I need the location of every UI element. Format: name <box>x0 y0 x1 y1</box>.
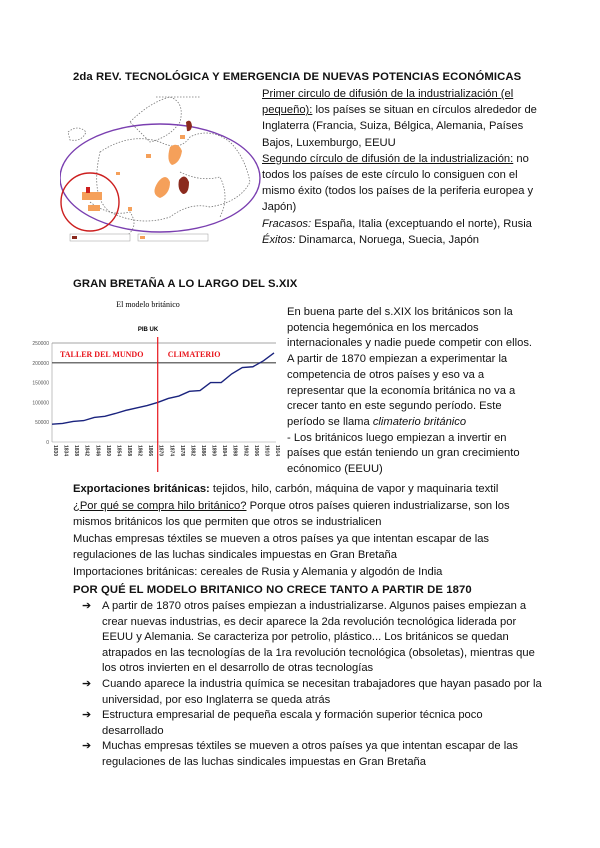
exports-line: Exportaciones británicas: tejidos, hilo,… <box>73 481 543 498</box>
x-tick-label: 1882 <box>189 445 195 456</box>
x-tick-label: 1890 <box>211 445 217 456</box>
paragraph-hegemony: En buena parte del s.XIX los británicos … <box>287 306 533 428</box>
successes-label: Éxitos: <box>262 233 296 246</box>
annotation-taller-del-mundo: TALLER DEL MUNDO <box>60 350 143 359</box>
textile-companies-line: Muchas empresas téxtiles se mueven a otr… <box>73 532 490 562</box>
list-item: ➔ A partir de 1870 otros países empiezan … <box>82 599 544 677</box>
list-item: ➔ Estructura empresarial de pequeña escal… <box>82 708 544 739</box>
imports-line: Importaciones británicas: cereales de Ru… <box>73 565 443 578</box>
why-thread-question: ¿Por qué se compra hilo británico? <box>73 499 247 512</box>
exports-block: Exportaciones británicas: tejidos, hilo,… <box>73 481 543 581</box>
y-tick-label: 0 <box>46 440 49 446</box>
x-tick-label: 1830 <box>52 445 58 456</box>
failures-label: Fracasos: <box>262 217 312 230</box>
list-item-text: Cuando aparece la industria química se n… <box>102 677 542 706</box>
section-title-second-revolution: 2da REV. TECNOLÓGICA Y EMERGENCIA DE NUE… <box>73 71 522 83</box>
y-tick-label: 250000 <box>32 341 49 347</box>
list-item-text: Muchas empresas téxtiles se mueven a otr… <box>102 740 519 768</box>
gdp-uk-chart: El modelo británico PIB UK 0 50000 100000 1… <box>32 300 280 472</box>
x-tick-label: 1902 <box>242 445 248 456</box>
x-tick-label: 1858 <box>126 445 132 456</box>
x-tick-label: 1854 <box>115 445 121 456</box>
arrow-bullet-icon: ➔ <box>82 740 92 753</box>
why-thread-answer: Porque otros países quieren industrializ… <box>73 499 510 529</box>
y-tick-label: 150000 <box>32 381 49 387</box>
exports-text: tejidos, hilo, carbón, máquina de vapor … <box>209 483 499 495</box>
x-tick-label: 1834 <box>63 445 69 456</box>
gdp-line <box>51 352 275 425</box>
section-title-great-britain: GRAN BRETAÑA A LO LARGO DEL S.XIX <box>73 278 298 290</box>
y-tick-label: 50000 <box>35 420 49 426</box>
inner-circle <box>60 172 120 232</box>
list-item-text: A partir de 1870 otros países empiezan a… <box>102 600 535 675</box>
reasons-list: ➔ A partir de 1870 otros países empiezan … <box>82 599 544 771</box>
section-title-why-not-grow: POR QUÉ EL MODELO BRITANICO NO CRECE TAN… <box>73 584 472 596</box>
x-tick-label: 1850 <box>105 445 111 456</box>
x-tick-label: 1894 <box>221 445 227 456</box>
arrow-bullet-icon: ➔ <box>82 709 92 722</box>
climaterio-term: climaterio británico <box>372 415 467 428</box>
list-item: ➔ Cuando aparece la industria química se … <box>82 677 544 708</box>
second-circle-text: no todos los países de este círculo lo c… <box>262 152 534 214</box>
why-thread-line: ¿Por qué se compra hilo británico? Porqu… <box>73 498 543 531</box>
x-tick-label: 1842 <box>84 445 90 456</box>
arrow-bullet-icon: ➔ <box>82 677 92 690</box>
diffusion-circles-text: Primer circulo de difusión de la industr… <box>262 86 542 248</box>
x-tick-label: 1914 <box>274 445 280 456</box>
great-britain-text: En buena parte del s.XIX los británicos … <box>287 305 537 478</box>
x-tick-label: 1846 <box>94 445 100 456</box>
failures-text: España, Italia (exceptuando el norte), R… <box>311 217 532 230</box>
x-tick-label: 1874 <box>168 445 174 456</box>
annotation-climaterio: CLIMATERIO <box>168 350 221 359</box>
successes-text: Dinamarca, Noruega, Suecia, Japón <box>295 233 480 246</box>
list-item-text: Estructura empresarial de pequeña escala… <box>102 709 483 737</box>
x-tick-label: 1878 <box>179 445 185 456</box>
outer-circle <box>60 123 261 233</box>
x-tick-label: 1910 <box>263 445 269 456</box>
y-tick-label: 100000 <box>32 400 49 406</box>
exports-label: Exportaciones británicas: <box>73 483 210 495</box>
x-tick-label: 1898 <box>232 445 238 456</box>
arrow-bullet-icon: ➔ <box>82 600 92 612</box>
chart-title: El modelo británico <box>116 300 180 309</box>
first-circle-label: Primer circulo de difusión de la industr… <box>262 88 514 117</box>
x-tick-label: 1866 <box>147 445 153 456</box>
list-item: ➔ Muchas empresas téxtiles se mueven a ot… <box>82 739 544 770</box>
europe-industrialization-map <box>60 96 261 242</box>
second-circle-label: Segundo círculo de difusión de la indust… <box>262 152 514 165</box>
x-tick-label: 1870 <box>158 445 164 456</box>
y-tick-label: 200000 <box>32 361 49 367</box>
x-tick-label: 1862 <box>137 445 143 456</box>
first-circle-text: los países se situan en círculos alreded… <box>262 104 537 149</box>
chart-subtitle: PIB UK <box>138 327 159 333</box>
paragraph-investment: - Los británicos luego empiezan a invert… <box>287 431 520 476</box>
x-tick-label: 1906 <box>253 445 259 456</box>
x-tick-label: 1838 <box>73 445 79 456</box>
x-tick-label: 1886 <box>200 445 206 456</box>
